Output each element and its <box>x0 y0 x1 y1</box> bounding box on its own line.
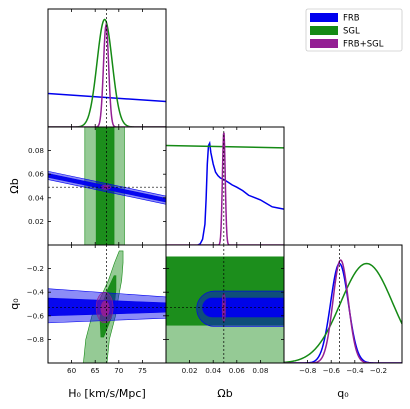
x-tick-label-q0: −0.6 <box>322 366 340 375</box>
panel-q0-vs-H0 <box>48 245 166 363</box>
legend-swatch-sgl <box>310 26 338 35</box>
y-tick-label-Ob: 0.08 <box>28 146 44 155</box>
y-tick-label-Ob: 0.02 <box>28 217 44 226</box>
legend: FRB SGL FRB+SGL <box>305 8 403 52</box>
y-axis-label-q0: q₀ <box>8 298 21 310</box>
y-tick-label-q0: −0.6 <box>27 311 45 320</box>
x-tick-label-H0: 60 <box>67 366 77 375</box>
legend-label-joint: FRB+SGL <box>343 40 384 50</box>
legend-swatch-joint <box>310 39 338 48</box>
x-tick-label-H0: 65 <box>91 366 100 375</box>
x-tick-label-q0: −0.2 <box>370 366 387 375</box>
x-axis-label-q0: q₀ <box>337 387 349 400</box>
x-tick-label-Ob: 0.06 <box>229 366 245 375</box>
contour-frb-1sigma <box>202 297 284 318</box>
marginal-curve-frb-sgl <box>48 22 166 127</box>
marginal-curve-frb <box>48 92 166 103</box>
y-tick-label-Ob: 0.04 <box>28 193 44 202</box>
marginal-curve-frb-sgl <box>166 132 284 245</box>
x-tick-label-Ob: 0.04 <box>205 366 221 375</box>
legend-swatch-frb <box>310 13 338 22</box>
x-tick-label-H0: 75 <box>138 366 147 375</box>
x-tick-label-q0: −0.4 <box>346 366 364 375</box>
x-axis-label-H0: H₀ [km/s/Mpc] <box>68 387 146 400</box>
marginal-H0 <box>48 9 166 127</box>
x-tick-label-Ob: 0.02 <box>182 366 198 375</box>
x-axis-label-omega-b: Ωb <box>217 387 232 400</box>
x-tick-label-q0: −0.8 <box>299 366 317 375</box>
marginal-Ob <box>166 127 284 245</box>
y-tick-label-Ob: 0.06 <box>28 170 44 179</box>
marginal-curve-frb-sgl <box>284 259 402 363</box>
x-tick-label-Ob: 0.08 <box>252 366 268 375</box>
marginal-q0 <box>284 245 402 363</box>
y-tick-label-q0: −0.2 <box>27 264 44 273</box>
y-tick-label-q0: −0.8 <box>27 335 45 344</box>
legend-label-frb: FRB <box>343 14 360 24</box>
marginal-curve-frb <box>284 262 402 363</box>
y-tick-label-q0: −0.4 <box>27 288 45 297</box>
x-tick-label-H0: 70 <box>114 366 124 375</box>
marginal-curve-sgl <box>284 262 402 363</box>
y-axis-label-omega-b: Ωb <box>8 178 21 193</box>
legend-label-sgl: SGL <box>343 27 360 37</box>
contour-frb-sgl-1sigma <box>100 300 110 317</box>
panel-Ob-vs-H0 <box>48 127 166 245</box>
marginal-curve-frb <box>197 140 284 245</box>
panel-q0-vs-Ob <box>166 245 284 363</box>
panel-frame-2-2 <box>283 244 403 364</box>
marginal-curve-sgl <box>48 18 166 127</box>
